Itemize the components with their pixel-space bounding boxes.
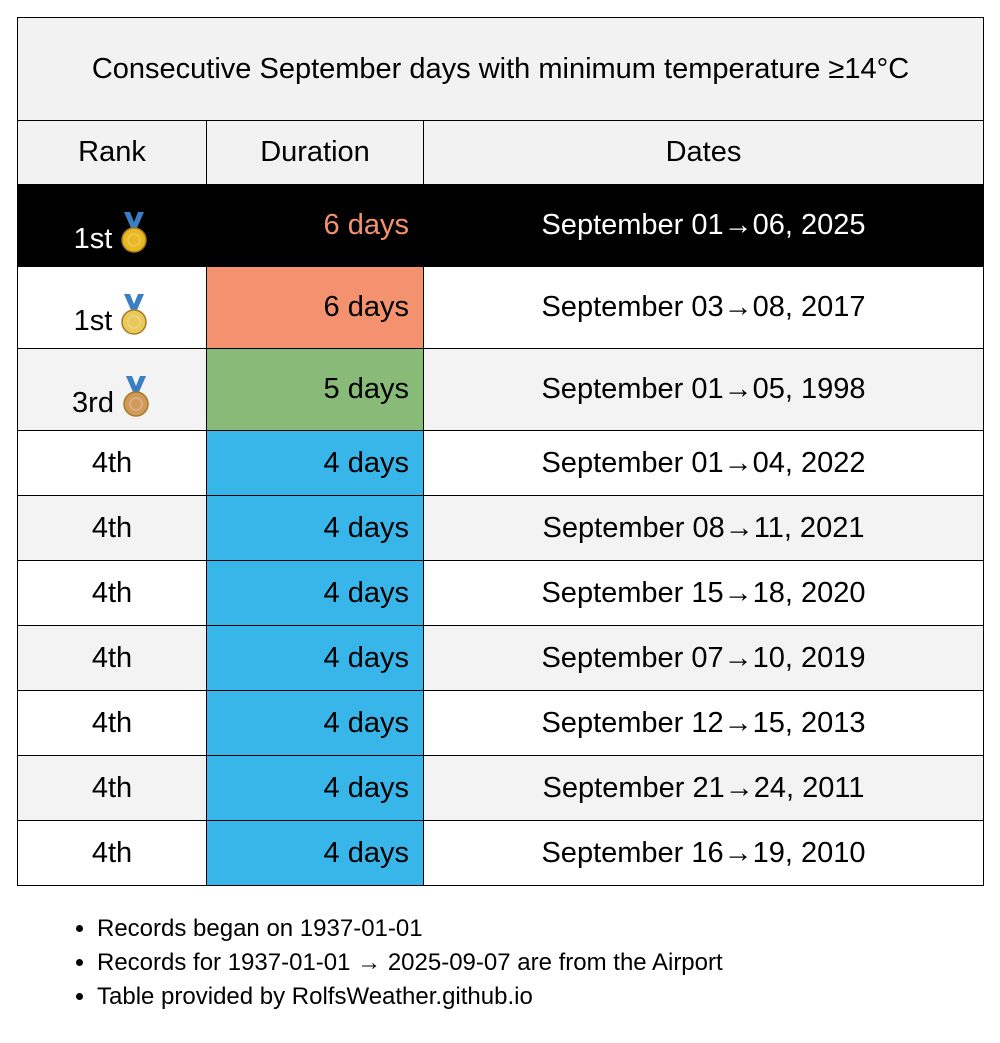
duration-cell: 4 days (206, 495, 424, 561)
duration-cell: 4 days (206, 755, 424, 821)
table-row: 4th 4 days September 16→19, 2010 (17, 820, 984, 886)
rank-text: 3rd (72, 386, 114, 419)
rank-with-medal: 3rd (72, 374, 152, 420)
duration-cell: 4 days (206, 690, 424, 756)
header-cell: Duration (206, 120, 424, 185)
medal-icon (123, 375, 149, 417)
duration-cell: 4 days (206, 560, 424, 626)
rank-with-medal: 1st (74, 292, 151, 338)
table-row: 4th 4 days September 01→04, 2022 (17, 430, 984, 496)
table-row: 3rd 5 days September 01→05, 1998 (17, 348, 984, 431)
rank-cell: 4th (17, 820, 207, 886)
dates-cell: September 01→06, 2025 (423, 184, 984, 267)
table-row: 1st 6 days September 03→08, 2017 (17, 266, 984, 349)
table-row: 4th 4 days September 08→11, 2021 (17, 495, 984, 561)
duration-cell: 4 days (206, 430, 424, 496)
rank-with-medal: 1st (74, 210, 151, 256)
dates-cell: September 01→05, 1998 (423, 348, 984, 431)
table-row: 4th 4 days September 07→10, 2019 (17, 625, 984, 691)
rank-cell: 1st (17, 184, 207, 267)
dates-cell: September 21→24, 2011 (423, 755, 984, 821)
table-body: 1st 6 days September 01→06, 2025 1st 6 days S… (17, 184, 984, 886)
note: Records began on 1937-01-01 (97, 912, 723, 946)
duration-cell: 4 days (206, 820, 424, 886)
dates-cell: September 08→11, 2021 (423, 495, 984, 561)
table-title: Consecutive September days with minimum … (17, 17, 984, 121)
note: Records for 1937-01-01 → 2025-09-07 are … (97, 946, 723, 980)
rank-text: 1st (73, 304, 113, 337)
table-row: 4th 4 days September 12→15, 2013 (17, 690, 984, 756)
dates-cell: September 15→18, 2020 (423, 560, 984, 626)
duration-cell: 5 days (206, 348, 424, 431)
table-row: 1st 6 days September 01→06, 2025 (17, 184, 984, 267)
header-cell: Rank (17, 120, 207, 185)
rank-cell: 4th (17, 560, 207, 626)
table-row: 4th 4 days September 21→24, 2011 (17, 755, 984, 821)
medal-icon (121, 293, 148, 335)
table-row: 4th 4 days September 15→18, 2020 (17, 560, 984, 626)
rank-cell: 1st (17, 266, 207, 349)
header-cell: Dates (423, 120, 984, 185)
rank-cell: 4th (17, 690, 207, 756)
dates-cell: September 03→08, 2017 (423, 266, 984, 349)
dates-cell: September 16→19, 2010 (423, 820, 984, 886)
records-table: Consecutive September days with minimum … (17, 17, 984, 886)
rank-cell: 4th (17, 625, 207, 691)
duration-cell: 6 days (206, 184, 424, 267)
dates-cell: September 12→15, 2013 (423, 690, 984, 756)
rank-cell: 3rd (17, 348, 207, 431)
notes: Records began on 1937-01-01Records for 1… (52, 912, 723, 1014)
rank-cell: 4th (17, 495, 207, 561)
duration-cell: 6 days (206, 266, 424, 349)
rank-cell: 4th (17, 430, 207, 496)
dates-cell: September 01→04, 2022 (423, 430, 984, 496)
duration-cell: 4 days (206, 625, 424, 691)
note: Table provided by RolfsWeather.github.io (97, 980, 723, 1014)
dates-cell: September 07→10, 2019 (423, 625, 984, 691)
medal-icon (121, 211, 148, 253)
rank-text: 1st (73, 222, 113, 255)
rank-cell: 4th (17, 755, 207, 821)
